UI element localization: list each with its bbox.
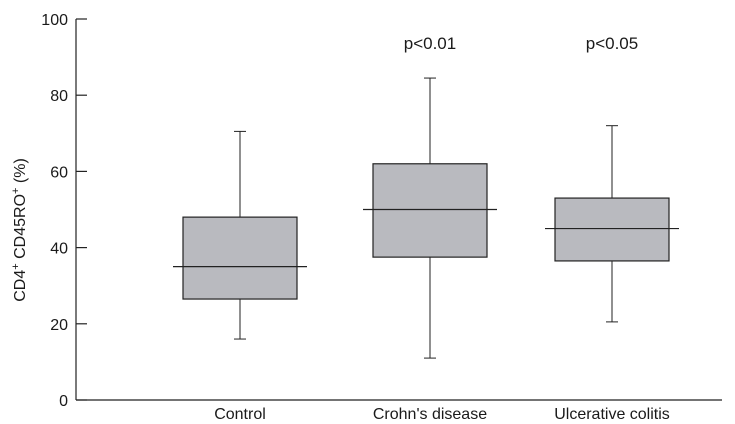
y-tick-label: 60: [50, 164, 68, 181]
y-tick-label: 100: [41, 12, 68, 29]
p-value-annotation: p<0.01: [404, 34, 456, 53]
iqr-box: [182, 216, 298, 300]
category-label: Control: [214, 406, 266, 423]
y-label-unit: (%): [12, 158, 29, 187]
y-axis-label: CD4+ CD45RO+ (%): [10, 158, 29, 302]
box-group: [173, 130, 307, 340]
y-label-sup1: +: [10, 263, 22, 269]
y-tick-label: 20: [50, 317, 68, 334]
p-value-annotation: p<0.05: [586, 34, 638, 53]
iqr-box: [372, 163, 488, 258]
labels: 0 20 40 60 80 100 Control Crohn's disease p<0.01…: [41, 12, 670, 423]
box-group: [363, 77, 497, 359]
y-tick-label: 0: [59, 393, 68, 410]
iqr-box: [554, 197, 670, 262]
axes: [75, 18, 722, 401]
category-label: Ulcerative colitis: [554, 406, 670, 423]
y-tick-label: 40: [50, 241, 68, 258]
box-group: [545, 125, 679, 323]
y-label-cd45ro: CD45RO: [12, 194, 29, 263]
y-label-cd4: CD4: [12, 270, 29, 302]
boxes: [173, 77, 679, 359]
category-label: Crohn's disease: [373, 406, 487, 423]
y-tick-label: 80: [50, 88, 68, 105]
y-label-sup2: +: [10, 188, 22, 194]
